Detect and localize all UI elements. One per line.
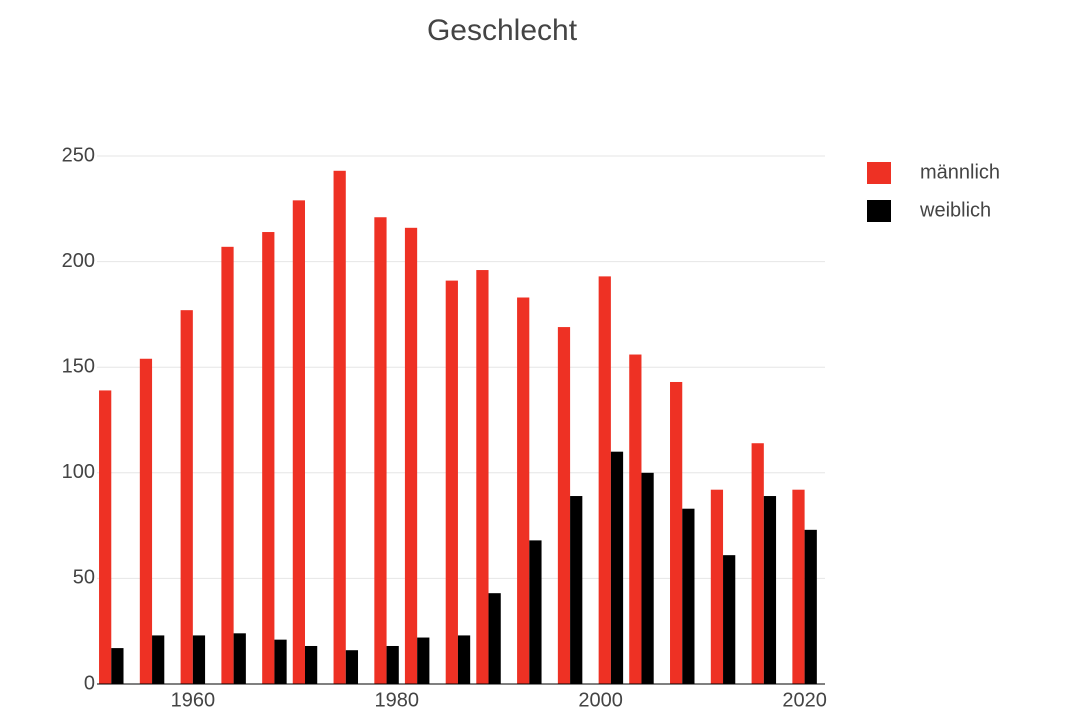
legend-swatch — [867, 200, 891, 222]
bar — [374, 217, 387, 685]
bar — [417, 637, 430, 684]
bar — [111, 648, 124, 684]
bar — [404, 227, 418, 685]
y-tick-label: 100 — [62, 461, 95, 483]
bar — [682, 508, 695, 684]
bar — [610, 451, 624, 684]
bar — [723, 555, 736, 684]
y-tick-label: 0 — [84, 672, 95, 694]
legend-swatch — [867, 162, 891, 184]
bar — [233, 633, 246, 684]
x-tick-label: 1960 — [171, 689, 216, 711]
bar — [292, 200, 305, 685]
bar — [262, 232, 275, 685]
bar — [333, 170, 346, 684]
bar — [570, 496, 583, 684]
bar — [386, 645, 399, 684]
bar — [763, 496, 777, 684]
bar — [99, 390, 112, 684]
bar — [751, 443, 764, 684]
bar — [180, 310, 193, 684]
bar — [345, 650, 359, 684]
bar — [792, 489, 805, 684]
y-tick-label: 250 — [62, 144, 95, 166]
bar — [557, 327, 571, 684]
bar — [152, 635, 165, 684]
bar — [274, 639, 287, 684]
bar — [598, 276, 611, 684]
bar — [457, 635, 471, 684]
bar — [139, 358, 153, 684]
bar — [804, 529, 817, 684]
x-tick-label: 2020 — [782, 689, 827, 711]
bar — [710, 489, 724, 684]
bar — [517, 297, 530, 684]
legend-label: weiblich — [919, 199, 991, 221]
x-tick-label: 2000 — [578, 689, 623, 711]
bar — [221, 246, 234, 685]
bar — [192, 635, 206, 684]
bar — [629, 354, 642, 684]
bar — [445, 280, 458, 684]
y-tick-label: 150 — [62, 355, 95, 377]
bar — [476, 270, 489, 684]
bar — [670, 381, 683, 684]
x-tick-label: 1980 — [375, 689, 420, 711]
bar — [529, 540, 542, 684]
bar — [305, 645, 318, 684]
y-tick-label: 200 — [62, 250, 95, 272]
legend-label: männlich — [920, 161, 1000, 183]
bar — [641, 472, 654, 684]
y-tick-label: 50 — [73, 567, 95, 589]
bar — [488, 593, 501, 684]
chart-title: Geschlecht — [427, 14, 578, 47]
